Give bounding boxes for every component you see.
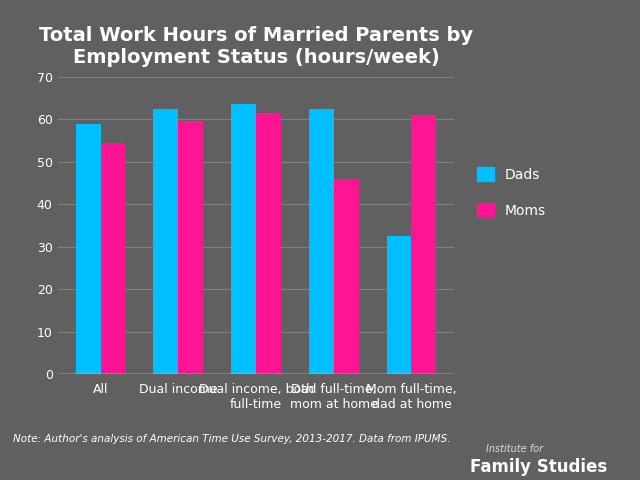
Text: Institute for: Institute for xyxy=(486,444,543,454)
Bar xyxy=(387,236,412,374)
Bar xyxy=(154,108,179,374)
Bar xyxy=(100,143,125,374)
Text: Family Studies: Family Studies xyxy=(470,458,607,476)
Bar xyxy=(333,179,358,374)
Text: Note: Author's analysis of American Time Use Survey, 2013-2017. Data from IPUMS.: Note: Author's analysis of American Time… xyxy=(13,434,451,444)
Bar xyxy=(309,108,333,374)
Title: Total Work Hours of Married Parents by
Employment Status (hours/week): Total Work Hours of Married Parents by E… xyxy=(39,26,473,67)
Legend: Dads, Moms: Dads, Moms xyxy=(477,167,546,217)
Bar xyxy=(179,121,203,374)
Bar xyxy=(231,105,256,374)
Bar xyxy=(76,123,100,374)
Bar xyxy=(256,113,281,374)
Bar xyxy=(412,115,436,374)
